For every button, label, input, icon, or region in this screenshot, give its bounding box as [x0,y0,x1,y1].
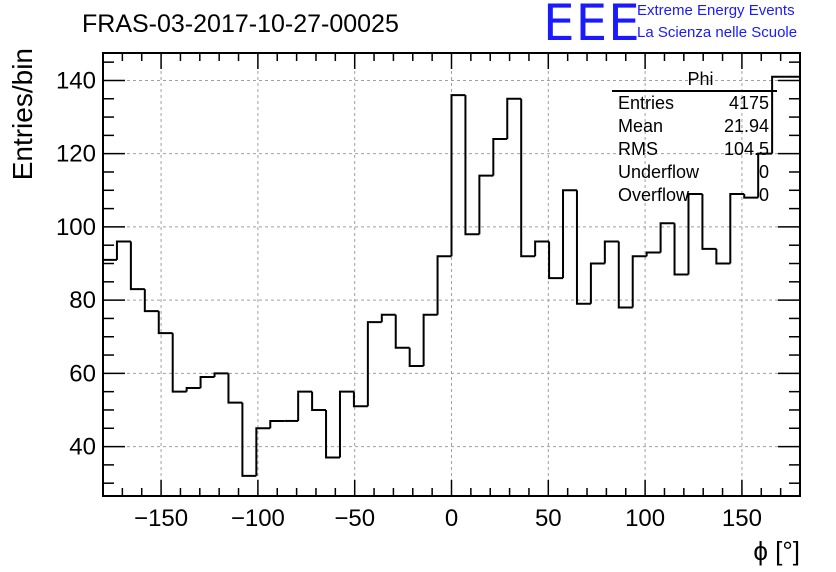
histogram-bin [185,386,201,392]
x-axis-title: ϕ [°] [753,536,800,566]
histogram-bin [520,98,536,258]
histogram-bin [617,241,633,309]
y-tick-label: 80 [69,287,96,314]
stats-label: RMS [618,139,658,159]
histogram-bin [143,289,159,313]
histogram-bin [450,94,466,257]
stats-value: 104.5 [723,139,769,159]
histogram-bin [102,258,117,496]
histogram-bin [743,193,759,199]
histogram-bin [534,240,550,257]
y-axis-title: Entries/bin [7,48,38,180]
histogram-bin [297,390,313,421]
stats-value: 21.94 [723,116,769,136]
histogram-bin [115,240,131,260]
histogram-bin [786,75,801,496]
histogram-bin [352,391,368,408]
histogram-bin [757,152,773,198]
stats-value: 4175 [728,93,769,113]
histogram-bin [659,222,675,253]
histogram-bin [506,97,522,140]
histogram-bin [255,427,271,476]
histogram-bin [325,409,340,459]
histogram-bin [227,373,243,404]
y-tick-label: 140 [56,67,96,94]
histogram-bin [645,251,661,257]
stats-box: Phi Entries 4175 Mean 21.94 RMS 104.5 Un… [612,68,777,207]
y-tick-labels: 40 60 80 100 120 140 [56,67,96,460]
histogram-bin [129,241,145,291]
x-tick-labels: −150 −100 −50 0 50 100 150 [134,505,762,532]
stats-value: 0 [758,162,769,182]
histogram-bin [478,174,494,235]
y-tick-label: 60 [69,360,96,387]
stats-value: 0 [758,185,769,205]
logo-line-1: Extreme Energy Events [637,2,795,19]
histogram-bin [631,255,647,308]
histogram-bin [269,419,285,429]
x-tick-label: −100 [231,505,285,532]
y-tick-label: 40 [69,434,96,461]
histogram-bin [241,402,257,477]
histogram-bin [422,313,438,367]
histogram-bin [589,262,605,304]
y-tick-label: 100 [56,214,96,241]
histogram-bin [687,192,703,275]
histogram-bin [171,333,187,393]
histogram-bin [380,313,396,323]
logo-line-2: La Scienza nelle Scuole [637,24,798,41]
stats-row: Underflow 0 [612,161,777,184]
histogram-bin [157,311,173,335]
histogram-bin [464,95,480,236]
x-tick-label: 50 [535,505,562,532]
stats-row: Overflow 0 [612,184,777,207]
y-tick-label: 120 [56,141,96,168]
histogram-bin [673,223,689,276]
histogram-bin [562,189,577,279]
stats-row: Mean 21.94 [612,115,777,138]
stats-row: Entries 4175 [612,92,777,115]
x-tick-label: 100 [625,505,665,532]
stats-label: Overflow [618,185,690,205]
histogram-bin [366,321,382,407]
histogram-bin [199,376,215,388]
histogram-bin [213,372,229,378]
histogram-bin [701,193,717,250]
histogram-bin [603,240,619,264]
x-tick-label: −150 [134,505,188,532]
histogram-bin [729,192,745,264]
axis-ticks [102,53,801,496]
histogram-bin [408,347,424,368]
stats-row: RMS 104.5 [612,138,777,161]
histogram-bin [311,391,327,411]
histogram-bin [436,255,452,315]
histogram-bin [338,390,354,458]
histogram-bin [492,138,508,176]
x-tick-label: −50 [334,505,375,532]
histogram-bin [771,75,787,154]
histogram-bin [548,241,564,280]
stats-label: Entries [618,93,675,113]
histogram-bin [715,248,731,265]
stats-label: Mean [618,116,664,136]
histogram-bin [575,190,591,305]
stats-title: Phi [612,68,777,92]
x-tick-label: 0 [445,505,458,532]
stats-label: Underflow [618,162,700,182]
x-tick-label: 150 [722,505,762,532]
chart-title: FRAS-03-2017-10-27-00025 [82,10,399,38]
histogram-bin [394,314,410,349]
eee-logo: EEE [543,0,641,52]
